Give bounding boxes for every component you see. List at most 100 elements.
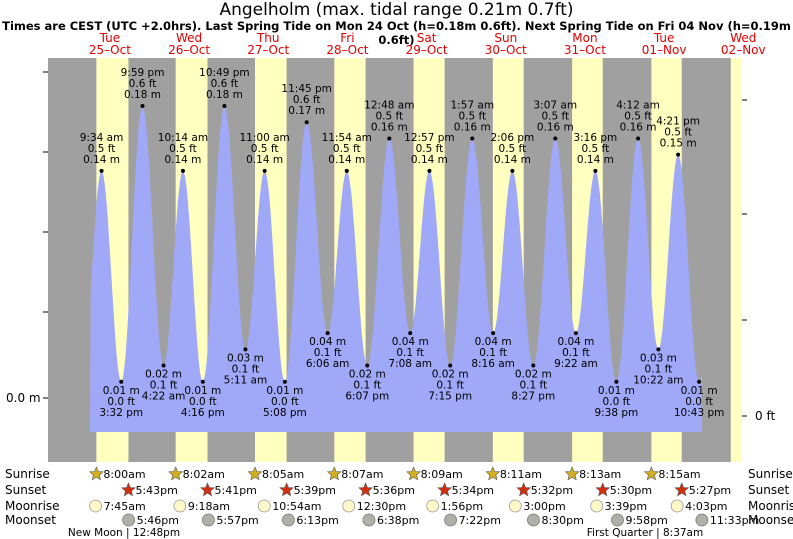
date-label: 01–Nov	[642, 43, 687, 57]
moonrise-time: 3:39pm	[605, 500, 647, 513]
day-name-label: Wed	[176, 31, 202, 45]
moonrise-time: 9:18am	[188, 500, 230, 513]
first-quarter-label: First Quarter | 8:37am	[587, 527, 703, 539]
row-label-right: Sunrise	[748, 467, 793, 481]
tide-point	[365, 363, 370, 368]
sunset-time: 5:36pm	[373, 484, 415, 497]
sunset-star-icon	[279, 482, 294, 497]
high-tide-label: 0.17 m	[288, 105, 325, 117]
moonrise-icon	[342, 499, 356, 513]
tide-point	[180, 168, 185, 173]
date-label: 28–Oct	[326, 43, 368, 57]
tide-point	[531, 363, 536, 368]
high-tide-label: 0.16 m	[454, 121, 491, 133]
moonrise-icon	[508, 499, 522, 513]
day-name-label: Mon	[572, 31, 597, 45]
sunrise-time: 8:15am	[658, 468, 700, 481]
moonset-icon	[527, 513, 540, 527]
sunrise-star-icon	[643, 466, 659, 481]
high-tide-label: 0.5 ft	[624, 110, 652, 122]
sunset-star-icon	[358, 482, 373, 497]
high-tide-label: 12:57 pm	[404, 132, 455, 144]
moonset-icon	[122, 513, 136, 527]
moonset-time: 6:13pm	[296, 514, 338, 527]
tide-point	[200, 379, 205, 384]
low-tide-label: 0.01 m	[681, 385, 718, 397]
tide-point	[282, 379, 287, 384]
low-tide-label: 9:38 pm	[594, 407, 638, 419]
low-tide-label: 7:15 pm	[428, 391, 472, 403]
tide-point	[593, 168, 598, 173]
tide-point	[427, 168, 432, 173]
low-tide-label: 5:11 am	[224, 374, 268, 386]
tide-point	[636, 136, 641, 141]
low-tide-label: 0.1 ft	[519, 380, 547, 392]
high-tide-label: 0.5 ft	[664, 127, 692, 139]
tide-point	[344, 168, 349, 173]
tide-point	[243, 347, 248, 352]
moonrise-icon	[173, 499, 187, 513]
high-tide-label: 10:14 am	[158, 132, 208, 144]
low-tide-label: 3:32 pm	[99, 407, 143, 419]
sunset-time: 5:39pm	[294, 484, 336, 497]
low-tide-label: 0.0 ft	[685, 396, 713, 408]
day-name-label: Wed	[730, 31, 756, 45]
sunset-star-icon	[516, 482, 532, 497]
sunrise-star-icon	[88, 466, 104, 481]
row-label-right: Moonrise	[748, 499, 793, 513]
high-tide-label: 0.16 m	[620, 121, 657, 133]
sunset-star-icon	[674, 482, 690, 497]
high-tide-label: 11:54 am	[322, 132, 372, 144]
low-tide-label: 6:06 am	[306, 358, 350, 370]
tide-point	[140, 104, 145, 108]
moonset-time: 7:22pm	[459, 514, 501, 527]
date-label: 25–Oct	[89, 43, 131, 57]
high-tide-label: 0.5 ft	[582, 143, 610, 155]
high-tide-label: 4:21 pm	[656, 116, 700, 128]
moonrise-icon	[257, 499, 271, 513]
sunset-time: 5:41pm	[215, 484, 257, 497]
low-tide-label: 0.01 m	[598, 385, 635, 397]
sunset-time: 5:34pm	[452, 484, 494, 497]
low-tide-label: 6:07 pm	[345, 391, 389, 403]
low-tide-label: 0.1 ft	[232, 363, 260, 375]
high-tide-label: 9:59 pm	[121, 67, 165, 79]
sunrise-star-icon	[326, 466, 342, 481]
moonset-time: 5:46pm	[137, 514, 179, 527]
moonset-icon	[611, 513, 624, 527]
high-tide-label: 10:49 pm	[199, 67, 250, 79]
low-tide-label: 0.0 ft	[107, 396, 135, 408]
high-tide-label: 11:45 pm	[281, 83, 332, 95]
high-tide-label: 0.14 m	[411, 154, 448, 166]
high-tide-label: 1:57 am	[450, 99, 494, 111]
moonrise-time: 7:45am	[104, 500, 146, 513]
date-label: 27–Oct	[247, 43, 289, 57]
sunrise-time: 8:07am	[341, 468, 383, 481]
low-tide-label: 0.1 ft	[479, 347, 507, 359]
high-tide-label: 0.18 m	[124, 89, 161, 101]
low-tide-label: 0.04 m	[557, 336, 594, 348]
low-tide-label: 0.03 m	[227, 352, 264, 364]
low-tide-label: 0.1 ft	[150, 380, 178, 392]
low-tide-label: 9:22 am	[554, 358, 598, 370]
tide-point	[697, 379, 702, 384]
date-label: 30–Oct	[485, 43, 527, 57]
high-tide-label: 0.18 m	[206, 89, 243, 101]
tide-point	[408, 331, 413, 336]
moonrise-icon	[590, 499, 604, 513]
low-tide-label: 10:22 am	[633, 374, 683, 386]
high-tide-label: 0.16 m	[371, 121, 408, 133]
row-label-left: Moonrise	[5, 499, 60, 513]
low-tide-label: 0.02 m	[432, 369, 469, 381]
moonset-time: 11:33pm	[710, 514, 759, 527]
sunset-star-icon	[121, 482, 136, 497]
high-tide-label: 0.5 ft	[416, 143, 444, 155]
high-tide-label: 0.16 m	[537, 121, 574, 133]
high-tide-label: 0.6 ft	[293, 94, 321, 106]
low-tide-label: 0.1 ft	[436, 380, 464, 392]
low-tide-label: 0.1 ft	[562, 347, 590, 359]
low-tide-label: 0.02 m	[515, 369, 552, 381]
sunset-time: 5:30pm	[610, 484, 652, 497]
tide-point	[553, 136, 558, 141]
